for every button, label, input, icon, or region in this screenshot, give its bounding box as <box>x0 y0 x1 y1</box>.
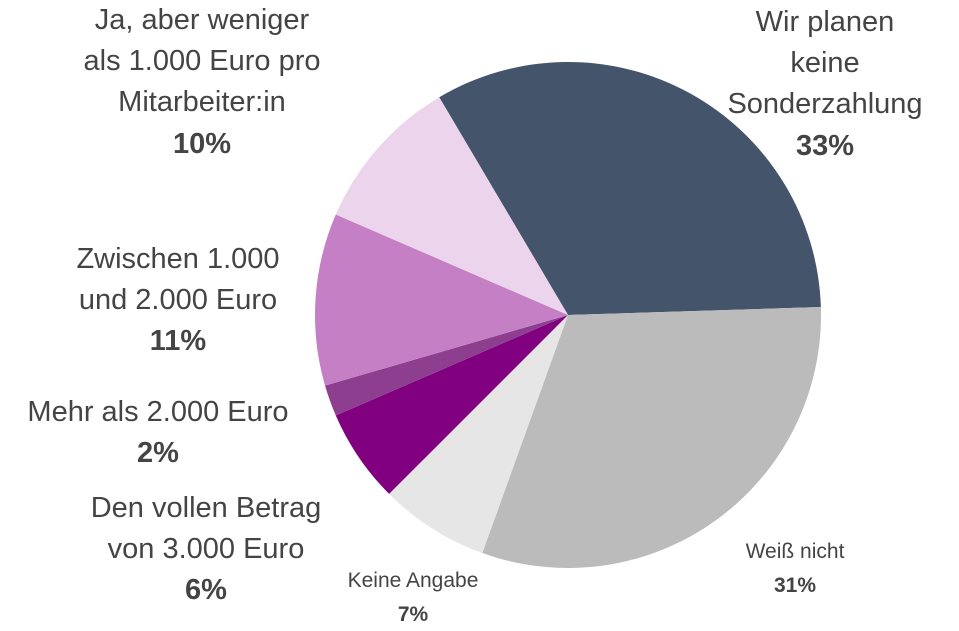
category-label: Weiß nicht <box>745 540 845 563</box>
pie-slice <box>335 315 568 494</box>
category-label: Wir planen keine Sonderzahlung <box>727 6 923 121</box>
value-label: 11% <box>149 325 207 358</box>
pie-slice <box>389 315 568 554</box>
slice-label: Wir planen keine Sonderzahlung 33% <box>727 2 922 167</box>
category-label: Zwischen 1.000 und 2.000 Euro <box>76 243 280 317</box>
value-label: 2% <box>137 437 179 470</box>
pie-slice <box>315 214 568 386</box>
value-label: 31% <box>773 573 817 597</box>
value-label: 10% <box>172 127 232 160</box>
value-label: 33% <box>795 129 855 162</box>
category-label: Ja, aber weniger als 1.000 Euro pro Mita… <box>83 4 321 119</box>
category-label: Den vollen Betrag von 3.000 Euro <box>90 492 322 566</box>
slice-label: Mehr als 2.000 Euro 2% <box>27 392 288 474</box>
slice-label: Ja, aber weniger als 1.000 Euro pro Mita… <box>84 0 321 165</box>
value-label: 7% <box>397 602 429 626</box>
pie-slice <box>482 307 821 568</box>
pie-slice <box>439 61 821 315</box>
pie-slice <box>335 97 568 315</box>
slice-label: Zwischen 1.000 und 2.000 Euro 11% <box>76 239 279 363</box>
category-label: Mehr als 2.000 Euro <box>27 396 289 428</box>
category-label: Keine Angabe <box>347 569 479 592</box>
slice-label: Keine Angabe 7% <box>348 564 479 631</box>
pie-slice <box>325 315 568 416</box>
slice-label: Den vollen Betrag von 3.000 Euro 6% <box>91 488 322 612</box>
slice-label: Weiß nicht 31% <box>746 535 845 602</box>
value-label: 6% <box>185 574 227 607</box>
